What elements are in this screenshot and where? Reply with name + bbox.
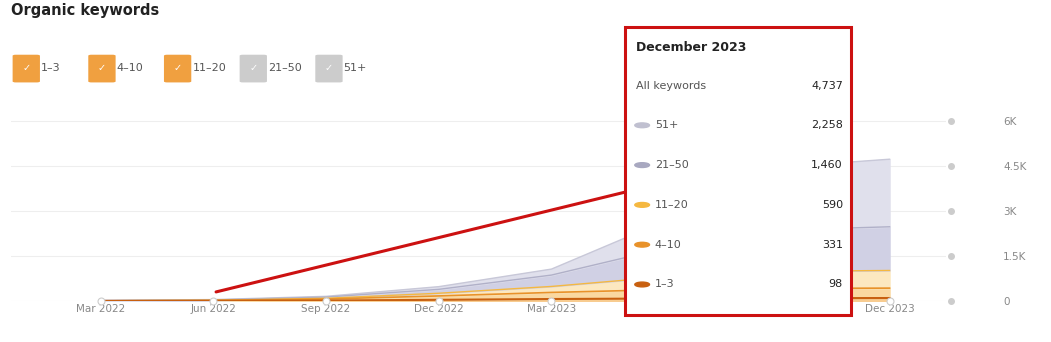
Text: Organic keywords: Organic keywords	[11, 3, 159, 18]
Text: All keywords: All keywords	[636, 80, 706, 91]
Text: 4–10: 4–10	[655, 240, 681, 250]
Text: ✓: ✓	[173, 63, 182, 74]
Text: ✓: ✓	[325, 63, 333, 74]
Text: 590: 590	[822, 200, 843, 210]
Text: ✓: ✓	[98, 63, 106, 74]
Text: 331: 331	[822, 240, 843, 250]
Text: 1–3: 1–3	[41, 63, 61, 74]
Text: 1,460: 1,460	[811, 160, 843, 170]
Text: ✓: ✓	[249, 63, 257, 74]
Text: 98: 98	[828, 279, 843, 289]
Text: 21–50: 21–50	[268, 63, 302, 74]
Text: 4–10: 4–10	[117, 63, 143, 74]
Text: ✓: ✓	[22, 63, 30, 74]
Text: 51+: 51+	[655, 120, 678, 130]
Text: December 2023: December 2023	[636, 41, 746, 54]
Text: 21–50: 21–50	[655, 160, 688, 170]
Text: 2,258: 2,258	[811, 120, 843, 130]
Text: 51+: 51+	[344, 63, 367, 74]
Text: 11–20: 11–20	[655, 200, 688, 210]
Text: 4,737: 4,737	[811, 80, 843, 91]
Text: 1–3: 1–3	[655, 279, 675, 289]
Text: 11–20: 11–20	[192, 63, 226, 74]
